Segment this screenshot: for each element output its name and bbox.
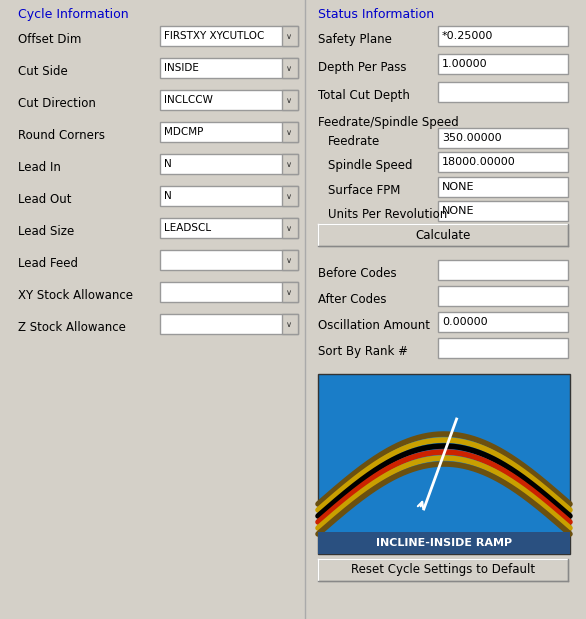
Text: *0.25000: *0.25000 [442, 31, 493, 41]
Bar [438, 177, 568, 197]
Bar [282, 26, 298, 46]
Text: INSIDE: INSIDE [164, 63, 199, 73]
Bar [282, 314, 298, 334]
Text: Status Information: Status Information [318, 7, 434, 20]
Text: Spindle Speed: Spindle Speed [328, 158, 413, 171]
Bar [438, 201, 568, 221]
Bar [438, 54, 568, 74]
Bar [318, 532, 570, 554]
Bar [160, 26, 298, 46]
Text: 0.00000: 0.00000 [442, 317, 488, 327]
Text: FIRSTXY XYCUTLOC: FIRSTXY XYCUTLOC [164, 31, 264, 41]
Text: Lead Out: Lead Out [18, 193, 71, 206]
Text: Lead Size: Lead Size [18, 225, 74, 238]
Bar [318, 374, 570, 554]
Text: ∨: ∨ [286, 287, 292, 297]
Text: N: N [164, 159, 172, 169]
Bar [160, 58, 298, 78]
Text: ∨: ∨ [286, 32, 292, 40]
Text: Calculate: Calculate [415, 228, 471, 241]
Text: NONE: NONE [442, 206, 475, 216]
Text: ∨: ∨ [286, 128, 292, 137]
Text: ∨: ∨ [286, 95, 292, 105]
Text: Surface FPM: Surface FPM [328, 183, 400, 196]
Bar [282, 154, 298, 174]
Text: INCLINE-INSIDE RAMP: INCLINE-INSIDE RAMP [376, 538, 512, 548]
Bar [318, 559, 568, 581]
Text: Depth Per Pass: Depth Per Pass [318, 61, 407, 74]
Text: Feedrate: Feedrate [328, 134, 380, 147]
Bar [160, 218, 298, 238]
Bar [160, 186, 298, 206]
Text: Offset Dim: Offset Dim [18, 33, 81, 46]
Text: Oscillation Amount: Oscillation Amount [318, 319, 430, 332]
Bar [438, 26, 568, 46]
Text: XY Stock Allowance: XY Stock Allowance [18, 288, 133, 301]
Text: Units Per Revolution: Units Per Revolution [328, 207, 447, 220]
Text: ∨: ∨ [286, 191, 292, 201]
Text: 18000.00000: 18000.00000 [442, 157, 516, 167]
Text: Z Stock Allowance: Z Stock Allowance [18, 321, 126, 334]
Bar [160, 250, 298, 270]
Bar [160, 282, 298, 302]
Text: ∨: ∨ [286, 160, 292, 168]
Text: Before Codes: Before Codes [318, 267, 397, 280]
Bar [282, 218, 298, 238]
Bar [438, 338, 568, 358]
Text: ∨: ∨ [286, 223, 292, 233]
Bar [438, 286, 568, 306]
Text: ∨: ∨ [286, 319, 292, 329]
Bar [282, 58, 298, 78]
Text: Total Cut Depth: Total Cut Depth [318, 89, 410, 102]
Text: Feedrate/Spindle Speed: Feedrate/Spindle Speed [318, 116, 459, 129]
Bar [282, 90, 298, 110]
Text: Lead Feed: Lead Feed [18, 256, 78, 269]
Text: ∨: ∨ [286, 64, 292, 72]
Text: Cut Side: Cut Side [18, 64, 68, 77]
Bar [282, 282, 298, 302]
Text: ∨: ∨ [286, 256, 292, 264]
Bar [438, 82, 568, 102]
Bar [438, 312, 568, 332]
Bar [438, 128, 568, 148]
Text: After Codes: After Codes [318, 293, 387, 306]
Bar [160, 122, 298, 142]
Text: Sort By Rank #: Sort By Rank # [318, 345, 408, 358]
Bar [438, 152, 568, 172]
Bar [160, 154, 298, 174]
Text: Round Corners: Round Corners [18, 129, 105, 142]
Text: Lead In: Lead In [18, 160, 61, 173]
Bar [160, 90, 298, 110]
Text: MDCMP: MDCMP [164, 127, 203, 137]
Text: N: N [164, 191, 172, 201]
Text: Cut Direction: Cut Direction [18, 97, 96, 110]
Bar [438, 260, 568, 280]
Text: 1.00000: 1.00000 [442, 59, 488, 69]
Text: 350.00000: 350.00000 [442, 133, 502, 143]
Text: INCLCCW: INCLCCW [164, 95, 213, 105]
Text: LEADSCL: LEADSCL [164, 223, 211, 233]
Bar [282, 186, 298, 206]
Bar [282, 122, 298, 142]
Text: Safety Plane: Safety Plane [318, 33, 392, 46]
Text: Reset Cycle Settings to Default: Reset Cycle Settings to Default [351, 563, 535, 576]
Bar [282, 250, 298, 270]
Bar [318, 224, 568, 246]
Text: Cycle Information: Cycle Information [18, 7, 128, 20]
Bar [160, 314, 298, 334]
Text: NONE: NONE [442, 182, 475, 192]
